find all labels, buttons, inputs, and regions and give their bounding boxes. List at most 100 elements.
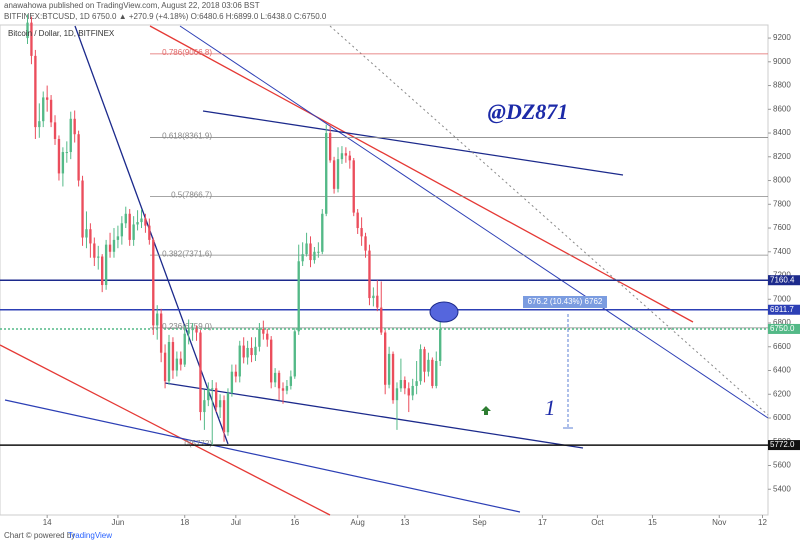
candle-body	[309, 243, 312, 261]
header-line: anawahowa published on TradingView.com, …	[4, 1, 260, 10]
candle-body	[222, 400, 226, 433]
y-tick-label: 9200	[773, 33, 791, 42]
candle-body	[218, 400, 222, 408]
candle-body	[352, 160, 355, 213]
y-tick-label: 6000	[773, 413, 791, 422]
candle-body	[387, 353, 391, 385]
candle-body	[128, 213, 131, 240]
fib-label: 0(5772)	[184, 439, 212, 448]
candle-body	[30, 22, 33, 56]
candle-body	[242, 345, 245, 358]
candle-body	[132, 224, 135, 240]
x-tick-label: Jun	[111, 518, 124, 527]
candle-body	[270, 339, 273, 383]
candle-body	[344, 153, 348, 156]
candle-body	[399, 380, 403, 389]
x-tick-label: Oct	[591, 518, 604, 527]
x-tick-label: Aug	[351, 518, 365, 527]
candle-body	[97, 256, 100, 258]
candle-body	[226, 393, 230, 433]
candle-body	[262, 328, 265, 334]
candle-body	[423, 349, 426, 372]
y-tick-label: 7400	[773, 247, 791, 256]
y-tick-label: 8800	[773, 81, 791, 90]
y-tick-label: 9000	[773, 57, 791, 66]
candle-body	[328, 133, 332, 161]
candle-body	[104, 244, 108, 286]
price-tag-label: 6750.0	[770, 324, 795, 333]
candle-body	[313, 251, 316, 261]
candle-body	[281, 388, 285, 391]
candle-body	[53, 122, 57, 139]
y-tick-label: 5600	[773, 461, 791, 470]
candle-body	[376, 295, 379, 308]
candle-body	[183, 333, 186, 365]
candle-body	[148, 225, 151, 240]
candle-body	[348, 155, 351, 161]
candle-body	[144, 218, 147, 226]
candle-body	[419, 349, 422, 382]
x-tick-label: Jul	[231, 518, 241, 527]
plot: 5400560058006000620064006600680070007200…	[0, 14, 791, 527]
candle-body	[368, 250, 371, 299]
y-tick-label: 5400	[773, 484, 791, 493]
candle-body	[120, 223, 124, 237]
price-tag-label: 6911.7	[770, 305, 794, 314]
wave-label: 1	[545, 395, 556, 420]
candle-body	[273, 372, 277, 383]
candle-body	[191, 328, 194, 331]
candle-body	[285, 385, 289, 391]
candle-body	[380, 307, 383, 333]
candle-body	[156, 313, 159, 326]
fib-label: 0.382(7371.6)	[162, 249, 212, 258]
candle-body	[234, 371, 238, 377]
measure-label: 676.2 (10.43%) 6762	[528, 297, 603, 306]
candle-body	[395, 388, 399, 401]
y-tick-label: 6200	[773, 389, 791, 398]
y-tick-label: 8400	[773, 128, 791, 137]
candle-body	[77, 134, 80, 181]
footer-brand: TradingView	[68, 531, 112, 540]
candle-body	[427, 359, 430, 372]
candle-body	[372, 295, 375, 299]
fib-label: 0.5(7866.7)	[171, 190, 212, 199]
candle-body	[411, 385, 414, 396]
candle-body	[289, 376, 293, 386]
candle-body	[140, 218, 143, 223]
candle-body	[85, 229, 88, 238]
trend-line	[0, 344, 331, 516]
candle-body	[254, 346, 257, 356]
candle-body	[136, 222, 139, 225]
price-tag	[768, 275, 800, 286]
trend-line	[179, 25, 769, 419]
candle-body	[332, 160, 336, 189]
candle-body	[81, 180, 84, 238]
trend-line	[4, 399, 521, 513]
x-tick-label: 18	[180, 518, 189, 527]
candle-body	[199, 332, 202, 413]
trend-line	[149, 25, 694, 323]
candle-body	[61, 152, 65, 174]
x-tick-label: 13	[400, 518, 409, 527]
candle-body	[175, 358, 179, 371]
author-tag: @DZ871	[488, 99, 569, 124]
x-tick-label: Nov	[712, 518, 726, 527]
candle-body	[214, 388, 218, 408]
plot-frame	[0, 24, 769, 516]
candle-body	[301, 254, 304, 262]
candle-body	[297, 261, 300, 332]
legend: Bitcoin / Dollar, 1D, BITFINEX	[8, 29, 115, 38]
candle-body	[108, 244, 112, 252]
trend-line	[74, 25, 229, 445]
y-tick-label: 7000	[773, 294, 791, 303]
candle-body	[159, 313, 163, 353]
y-tick-label: 8600	[773, 104, 791, 113]
candle-body	[415, 381, 418, 386]
price-tag-label: 5772.0	[770, 440, 795, 449]
y-tick-label: 6400	[773, 366, 791, 375]
candle-body	[38, 121, 41, 128]
candle-body	[42, 97, 45, 122]
candle-body	[435, 361, 438, 386]
